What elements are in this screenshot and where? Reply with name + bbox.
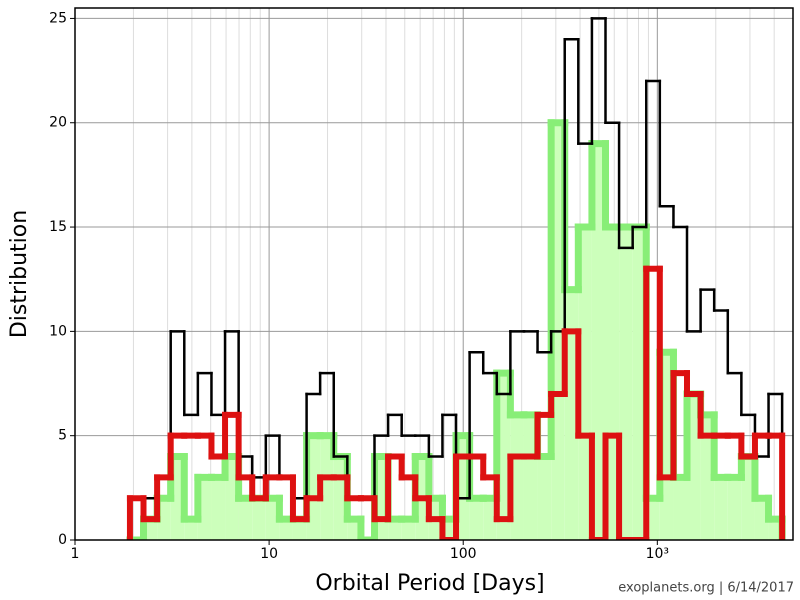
x-tick-label: 10 xyxy=(260,546,278,562)
bar-fill xyxy=(469,498,484,540)
bar-fill xyxy=(388,519,402,540)
y-tick-label: 5 xyxy=(58,428,67,444)
x-axis-label: Orbital Period [Days] xyxy=(315,571,544,596)
x-tick-label: 1 xyxy=(71,546,80,562)
bar-fill xyxy=(619,227,633,540)
bar-fill xyxy=(673,477,688,540)
bar-fill xyxy=(483,498,497,540)
series xyxy=(126,265,786,540)
labels: 1 10 100 10³ 0 5 10 15 20 25 xyxy=(49,10,669,562)
y-axis-label: Distribution xyxy=(7,210,32,338)
bar-fill xyxy=(510,414,524,540)
y-tick-label: 15 xyxy=(49,219,67,235)
bar-fill xyxy=(727,477,742,540)
footer: exoplanets.org | 6/14/2017 xyxy=(618,581,794,596)
bar-fill xyxy=(646,498,660,540)
y-tick-label: 20 xyxy=(49,115,67,131)
y-tick-label: 0 xyxy=(58,532,67,548)
x-tick-label: 10³ xyxy=(646,546,669,562)
bar-fill xyxy=(238,498,253,540)
plot-area xyxy=(126,17,786,540)
y-tick-label: 10 xyxy=(49,323,67,339)
bar-fill xyxy=(537,456,552,540)
bar-fill xyxy=(591,143,606,540)
bar-fill xyxy=(252,498,266,540)
plot-frame xyxy=(74,7,794,541)
bar-fill xyxy=(605,227,620,540)
bar-fill xyxy=(714,477,728,540)
x-tick-label: 100 xyxy=(450,546,477,562)
y-tick-label: 25 xyxy=(49,10,67,26)
bar-fill xyxy=(320,435,334,540)
bar-fill xyxy=(401,519,416,540)
bar-fill xyxy=(184,519,198,540)
bar-fill xyxy=(442,519,457,540)
bar-fill xyxy=(578,227,592,540)
bar-fill xyxy=(564,289,579,540)
bar-fill xyxy=(211,477,226,540)
bar-fill xyxy=(279,519,293,540)
bar-fill xyxy=(292,519,307,540)
